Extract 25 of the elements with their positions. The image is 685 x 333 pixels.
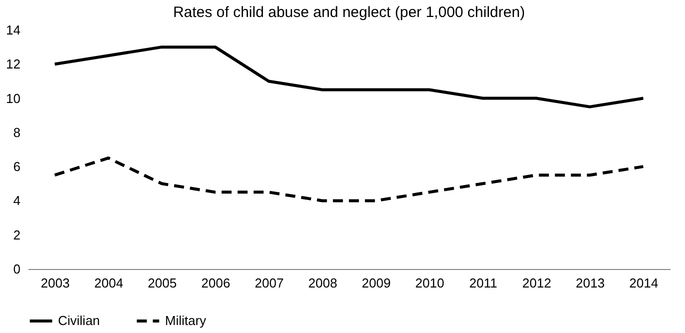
y-tick-label: 10: [6, 90, 20, 106]
y-tick-label: 8: [13, 124, 20, 140]
chart-title: Rates of child abuse and neglect (per 1,000 children): [173, 4, 525, 21]
x-tick-label: 2004: [94, 276, 124, 290]
legend-label: Military: [165, 313, 207, 328]
y-tick-label: 12: [6, 56, 20, 72]
x-tick-label: 2012: [522, 276, 552, 290]
y-tick-label: 4: [13, 193, 20, 208]
x-tick-label: 2006: [201, 276, 230, 290]
x-tick-label: 2005: [148, 276, 177, 290]
y-tick-label: 6: [13, 159, 20, 174]
x-tick-label: 2014: [629, 276, 658, 290]
x-tick-label: 2007: [254, 276, 284, 290]
x-tick-label: 2009: [362, 276, 391, 290]
y-tick-label: 2: [13, 227, 20, 242]
line-series: [53, 156, 645, 202]
legend-label: Civilian: [58, 313, 100, 328]
line-series: [53, 46, 645, 108]
y-tick-label: 14: [6, 22, 20, 38]
x-tick-label: 2013: [576, 276, 605, 290]
x-tick-label: 2011: [469, 276, 498, 290]
y-tick-label: 0: [13, 262, 20, 276]
x-tick-label: 2010: [415, 276, 444, 290]
x-tick-label: 2008: [308, 276, 338, 290]
x-tick-label: 2003: [40, 276, 70, 290]
